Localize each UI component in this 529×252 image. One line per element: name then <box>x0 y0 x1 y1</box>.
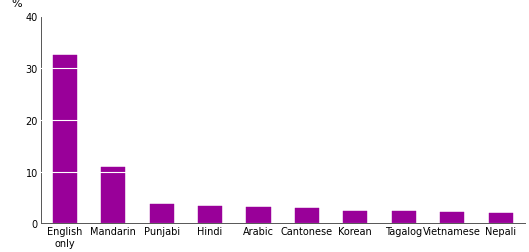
Bar <box>101 167 125 224</box>
Bar <box>391 211 416 224</box>
Y-axis label: %: % <box>11 0 22 9</box>
Bar <box>247 208 271 224</box>
Bar <box>198 206 222 224</box>
Bar <box>295 209 319 224</box>
Bar <box>150 204 174 224</box>
Bar <box>53 56 77 224</box>
Bar <box>440 212 464 224</box>
Bar <box>343 211 368 224</box>
Bar <box>488 213 513 224</box>
